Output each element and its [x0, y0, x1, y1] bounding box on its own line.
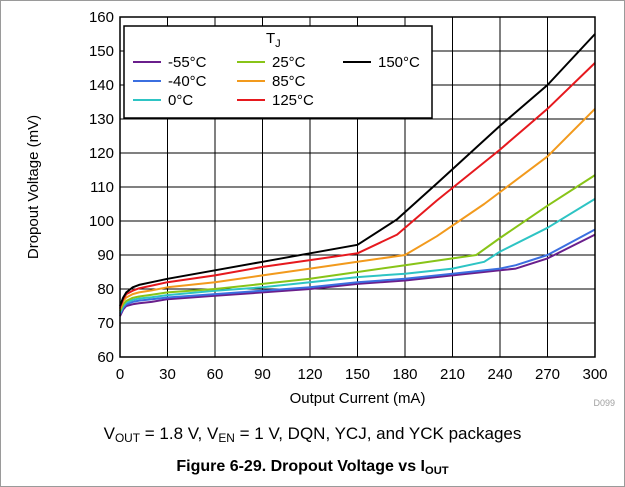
ven-subscript: EN — [218, 430, 235, 445]
y-tick-label: 120 — [89, 145, 114, 162]
plot-border — [119, 16, 596, 358]
vout-symbol: V — [103, 424, 115, 443]
y-tick-label: 110 — [90, 179, 114, 196]
x-tick-label: 90 — [254, 366, 271, 383]
y-tick-label: 60 — [97, 349, 114, 366]
y-tick-label: 100 — [89, 213, 114, 230]
x-tick-label: 0 — [116, 366, 124, 383]
y-tick-label: 130 — [89, 111, 114, 128]
series-line — [119, 198, 596, 314]
x-tick-label: 150 — [345, 366, 370, 383]
caption-subscript: OUT — [425, 464, 449, 477]
vout-subscript: OUT — [114, 430, 141, 445]
legend-label: -55°C — [168, 54, 207, 71]
ven-value: = 1 V, DQN, YCJ, and YCK packages — [234, 424, 522, 443]
test-conditions: VOUT = 1.8 V, VEN = 1 V, DQN, YCJ, and Y… — [0, 424, 625, 445]
x-tick-label: 60 — [207, 366, 224, 383]
vout-value: = 1.8 V, — [140, 424, 208, 443]
series-line — [119, 62, 596, 309]
x-tick-label: 210 — [440, 366, 465, 383]
y-tick-label: 70 — [97, 315, 114, 332]
x-tick-label: 300 — [582, 366, 607, 383]
series-line — [119, 228, 596, 315]
series-line — [119, 233, 596, 317]
series-line — [119, 33, 596, 307]
y-tick-label: 150 — [89, 43, 114, 60]
series-lines — [119, 33, 596, 317]
legend-label: 0°C — [168, 92, 193, 109]
legend-box — [123, 25, 433, 119]
x-tick-label: 180 — [392, 366, 417, 383]
series-line — [119, 174, 596, 312]
y-axis-label: Dropout Voltage (mV) — [25, 115, 42, 259]
dropout-voltage-chart: 0 30 60 90 120 150 180 210 240 270 300 60 70 80 90 100 1… — [25, 9, 608, 407]
x-tick-label: 270 — [535, 366, 560, 383]
legend-title: TJ — [266, 30, 281, 50]
y-tick-label: 90 — [97, 247, 114, 264]
legend-label: 125°C — [272, 92, 314, 109]
ven-symbol: V — [207, 424, 219, 443]
legend-label: 85°C — [272, 73, 306, 90]
figure-code: D099 — [593, 398, 615, 408]
x-tick-label: 240 — [487, 366, 512, 383]
legend: TJ -55°C -40°C 0°C 25°C 85°C 125°C 150°C — [123, 25, 433, 119]
series-line — [119, 108, 596, 310]
y-tick-label: 140 — [89, 77, 114, 94]
legend-label: -40°C — [168, 73, 207, 90]
axis-ticks: 0 30 60 90 120 150 180 210 240 270 300 60 70 80 90 100 1… — [89, 9, 608, 383]
legend-label: 25°C — [272, 54, 306, 71]
y-tick-label: 160 — [89, 9, 114, 26]
figure-caption: Figure 6-29. Dropout Voltage vs IOUT — [0, 458, 625, 477]
x-tick-label: 30 — [159, 366, 176, 383]
legend-label: 150°C — [378, 54, 420, 71]
x-tick-label: 120 — [297, 366, 322, 383]
caption-text: Figure 6-29. Dropout Voltage vs I — [176, 458, 425, 475]
x-axis-label: Output Current (mA) — [290, 390, 426, 407]
y-tick-label: 80 — [97, 281, 114, 298]
